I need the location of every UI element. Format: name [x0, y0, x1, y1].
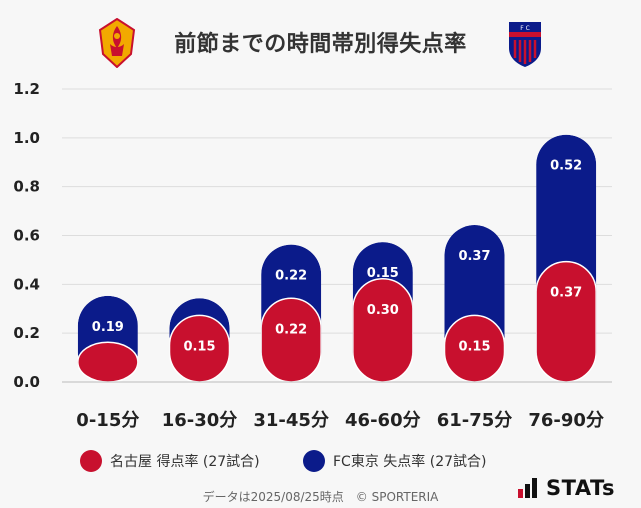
- y-tick-label: 1.0: [13, 129, 40, 147]
- x-tick-label: 76-90分: [528, 410, 604, 431]
- data-source-note: データは2025/08/25時点 © SPORTERIA: [202, 490, 439, 504]
- x-tick-label: 16-30分: [162, 410, 238, 431]
- data-label-home: 0.15: [458, 339, 490, 354]
- data-label-away: 0.37: [458, 249, 490, 264]
- bar-home: [261, 297, 322, 383]
- chart-title: 前節までの時間帯別得失点率: [174, 32, 467, 57]
- data-label-home: 0.30: [367, 303, 399, 318]
- bar-home: [169, 314, 230, 382]
- data-label-home: 0.15: [183, 339, 215, 354]
- y-tick-label: 0.2: [13, 324, 40, 342]
- bar-home: [352, 278, 413, 382]
- data-label-away: 0.15: [367, 266, 399, 281]
- bar-home: [536, 260, 597, 382]
- x-tick-label: 31-45分: [253, 410, 329, 431]
- stats-brand-text: STATs: [546, 476, 615, 500]
- legend-item-home: 名古屋 得点率 (27試合): [80, 450, 260, 472]
- bar-home: [77, 341, 138, 383]
- legend-label-home: 名古屋 得点率 (27試合): [110, 454, 260, 470]
- y-tick-label: 0.6: [13, 227, 40, 245]
- x-tick-label: 61-75分: [437, 410, 513, 431]
- y-tick-label: 1.2: [13, 80, 40, 98]
- y-tick-label: 0.4: [13, 275, 40, 293]
- legend-swatch-away: [303, 450, 325, 472]
- legend-label-away: FC東京 失点率 (27試合): [333, 454, 487, 470]
- data-label-home: 0.37: [550, 286, 582, 301]
- x-tick-label: 0-15分: [76, 410, 139, 431]
- data-label-away: 0.19: [92, 320, 124, 335]
- data-label-away: 0.52: [550, 159, 582, 174]
- stats-logo: STATs: [518, 476, 615, 500]
- legend-item-away: FC東京 失点率 (27試合): [303, 450, 486, 472]
- legend-swatch-home: [80, 450, 102, 472]
- y-tick-label: 0.0: [13, 373, 40, 391]
- nagoya-emblem-icon: [98, 17, 136, 69]
- stats-bars-icon: [518, 478, 540, 498]
- x-tick-label: 46-60分: [345, 410, 421, 431]
- data-label-away: 0.22: [275, 269, 307, 284]
- data-label-home: 0.22: [275, 322, 307, 337]
- svg-text:F C: F C: [520, 25, 530, 32]
- y-tick-label: 0.8: [13, 178, 40, 196]
- fc-tokyo-emblem-icon: F C: [506, 18, 544, 68]
